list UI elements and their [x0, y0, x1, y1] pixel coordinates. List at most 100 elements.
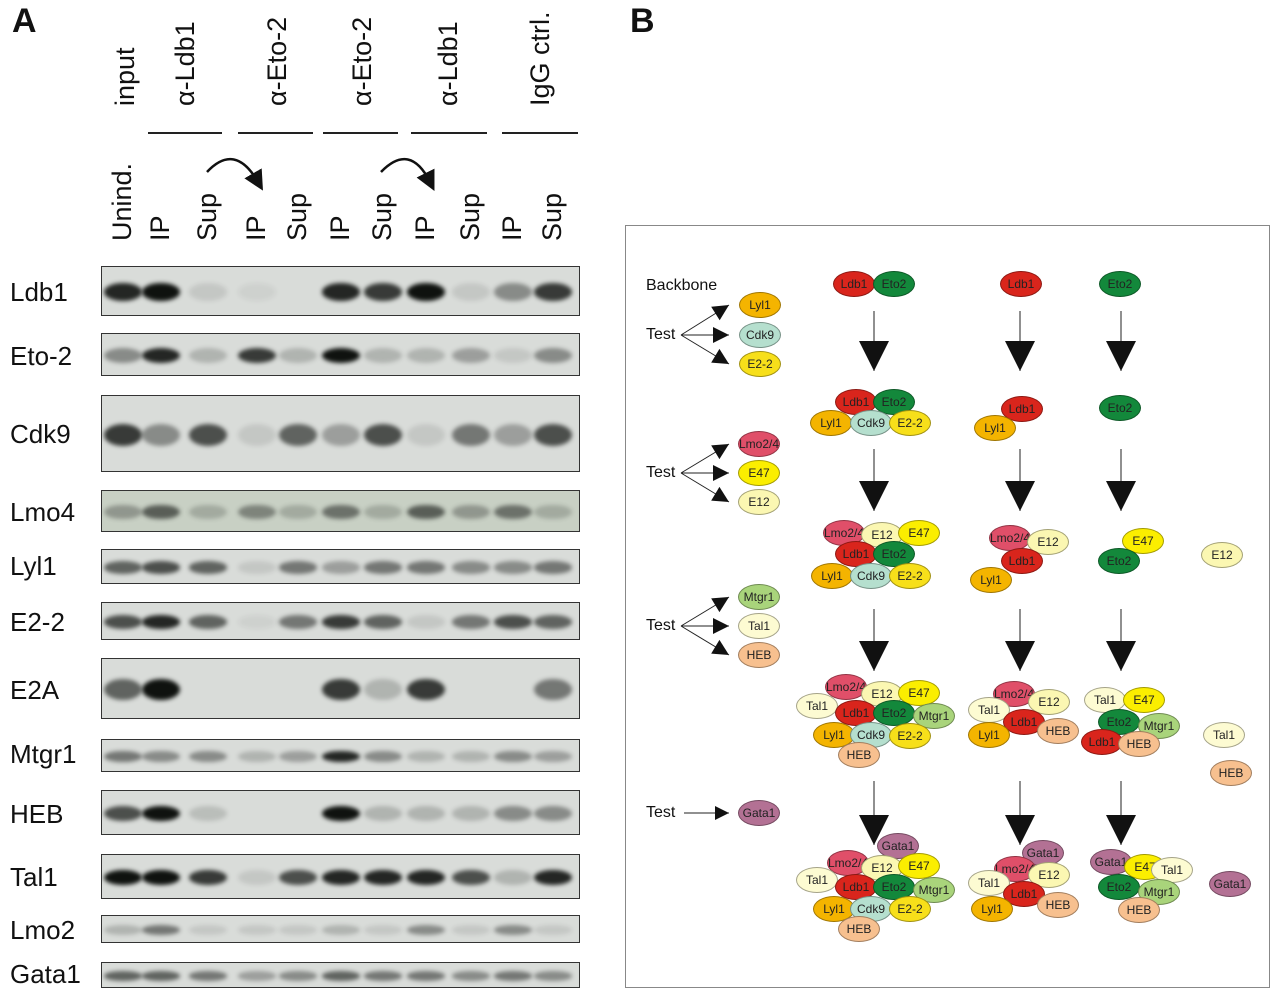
blot-row-label: Lyl1	[10, 551, 57, 581]
antibody-header: input	[110, 47, 140, 106]
band	[279, 750, 317, 763]
blot-strip-e2-2	[101, 602, 580, 640]
band	[364, 805, 402, 822]
protein-lyl1: Lyl1	[968, 722, 1010, 748]
antibody-group-line	[502, 132, 578, 134]
protein-e47: E47	[738, 460, 780, 486]
band	[104, 283, 142, 301]
blot-strip-ldb1	[101, 266, 580, 316]
band	[279, 615, 317, 629]
protein-tal1: Tal1	[1084, 687, 1126, 713]
blot-row-label: Ldb1	[10, 277, 68, 307]
blot-row-label: Gata1	[10, 959, 81, 989]
antibody-group-line	[238, 132, 313, 134]
blot-strip-tal1	[101, 854, 580, 899]
protein-mtgr1: Mtgr1	[738, 584, 780, 610]
band	[189, 805, 227, 822]
protein-e12: E12	[738, 489, 780, 515]
blot-row-label: Mtgr1	[10, 739, 77, 769]
band	[142, 750, 180, 763]
band	[189, 750, 227, 763]
band	[364, 423, 402, 446]
band	[364, 971, 402, 981]
band	[322, 423, 360, 446]
antibody-header: α-Eto-2	[262, 16, 292, 106]
band	[238, 925, 276, 935]
arrowhead-icon	[1005, 641, 1035, 671]
arrowhead-icon	[715, 806, 729, 820]
band	[494, 869, 532, 886]
band	[238, 971, 276, 981]
band	[494, 615, 532, 629]
lane-label: Unind.	[107, 162, 137, 241]
blot-strip-eto-2	[101, 333, 580, 376]
band	[238, 347, 276, 364]
protein-cdk9: Cdk9	[850, 563, 892, 589]
protein-heb: HEB	[838, 742, 880, 768]
band	[534, 971, 572, 981]
band	[322, 750, 360, 763]
arrowhead-icon	[859, 341, 889, 371]
protein-tal1: Tal1	[1151, 857, 1193, 883]
protein-eto2: Eto2	[873, 271, 915, 297]
antibody-group-line	[323, 132, 398, 134]
protein-mtgr1: Mtgr1	[913, 703, 955, 729]
band	[189, 347, 227, 364]
band	[142, 971, 180, 981]
backbone-label: Backbone	[646, 277, 718, 294]
band	[364, 869, 402, 886]
protein-eto2: Eto2	[1098, 874, 1140, 900]
band	[189, 283, 227, 301]
band	[279, 504, 317, 520]
antibody-header: α-Ldb1	[170, 21, 200, 106]
band	[364, 561, 402, 574]
band	[407, 869, 445, 886]
band	[189, 615, 227, 629]
band	[407, 750, 445, 763]
protein-e2-2: E2-2	[889, 410, 931, 436]
blot-row-label: HEB	[10, 799, 64, 829]
band	[494, 971, 532, 981]
band	[238, 423, 276, 446]
protein-e2-2: E2-2	[889, 723, 931, 749]
band	[142, 869, 180, 886]
band	[364, 504, 402, 520]
lane-label: Sup	[537, 192, 567, 241]
lane-label: Sup	[455, 192, 485, 241]
protein-gata1: Gata1	[1090, 849, 1132, 875]
antibody-header: α-Eto-2	[347, 16, 377, 106]
protein-e47: E47	[1123, 687, 1165, 713]
protein-heb: HEB	[1037, 718, 1079, 744]
band	[189, 561, 227, 574]
band	[322, 283, 360, 301]
protein-lyl1: Lyl1	[811, 563, 853, 589]
test-label: Test	[646, 464, 676, 481]
band	[142, 678, 180, 701]
protein-heb: HEB	[738, 642, 780, 668]
arrowhead-icon	[711, 348, 729, 364]
lane-label: IP	[145, 215, 175, 241]
band	[279, 347, 317, 364]
arrowhead-icon	[1005, 341, 1035, 371]
band	[534, 750, 572, 763]
protein-ldb1: Ldb1	[1000, 271, 1042, 297]
band	[104, 805, 142, 822]
band	[534, 805, 572, 822]
band	[189, 423, 227, 446]
band	[142, 504, 180, 520]
band	[238, 561, 276, 574]
protein-tal1: Tal1	[738, 613, 780, 639]
band	[142, 347, 180, 364]
panel-a-letter: A	[12, 2, 37, 40]
band	[142, 561, 180, 574]
arrowhead-icon	[711, 486, 729, 502]
band	[364, 678, 402, 701]
band	[452, 750, 490, 763]
protein-ldb1: Ldb1	[1081, 729, 1123, 755]
test-label: Test	[646, 326, 676, 343]
band	[407, 283, 445, 301]
band	[534, 561, 572, 574]
band	[407, 678, 445, 701]
protein-e47: E47	[898, 853, 940, 879]
protein-e12: E12	[1201, 542, 1243, 568]
